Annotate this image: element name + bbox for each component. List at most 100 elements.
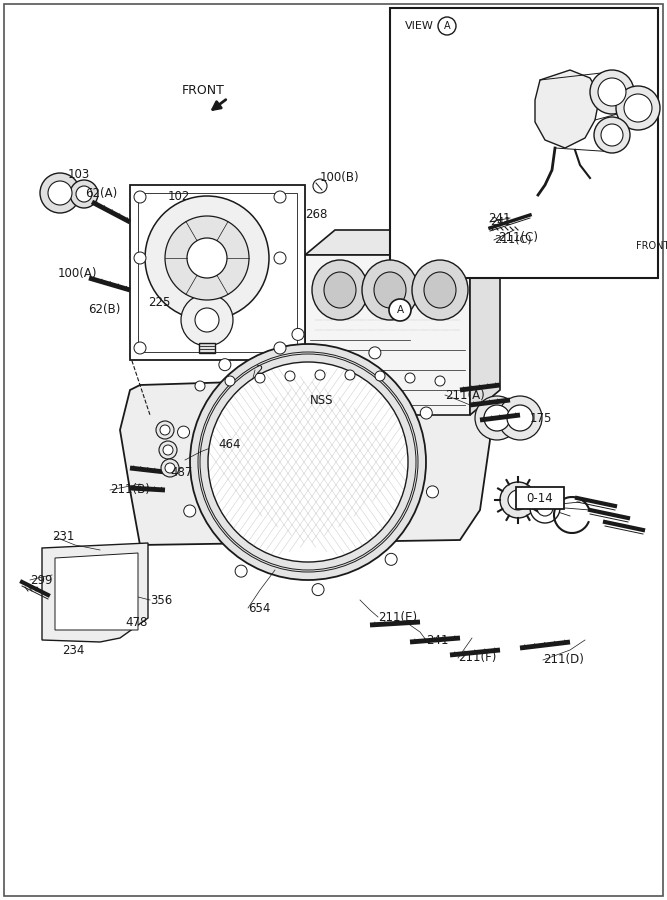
Circle shape — [165, 463, 175, 473]
Bar — [130, 185, 305, 360]
Circle shape — [507, 405, 533, 431]
Circle shape — [225, 376, 235, 386]
Circle shape — [195, 381, 205, 391]
Text: 2: 2 — [255, 364, 263, 376]
Text: 211(C): 211(C) — [498, 231, 538, 245]
Circle shape — [500, 482, 536, 518]
Circle shape — [594, 117, 630, 153]
Circle shape — [76, 186, 92, 202]
Text: 62(B): 62(B) — [88, 303, 120, 317]
Circle shape — [537, 500, 553, 516]
Circle shape — [385, 554, 397, 565]
Text: 241: 241 — [488, 212, 510, 224]
Circle shape — [183, 505, 195, 517]
Circle shape — [219, 359, 231, 371]
Circle shape — [389, 299, 411, 321]
Ellipse shape — [424, 272, 456, 308]
Circle shape — [145, 196, 269, 320]
Circle shape — [285, 371, 295, 381]
Text: 211(E): 211(E) — [378, 610, 417, 624]
Ellipse shape — [362, 260, 418, 320]
Circle shape — [70, 180, 98, 208]
Text: 268: 268 — [305, 209, 327, 221]
Text: 487: 487 — [170, 466, 192, 480]
Circle shape — [160, 425, 170, 435]
Circle shape — [195, 308, 219, 332]
Circle shape — [134, 342, 146, 354]
Text: NSS: NSS — [310, 393, 334, 407]
Circle shape — [134, 252, 146, 264]
Text: 241: 241 — [490, 217, 511, 227]
Text: 211(A): 211(A) — [445, 389, 485, 401]
Text: 100(A): 100(A) — [58, 266, 97, 280]
Ellipse shape — [374, 272, 406, 308]
Circle shape — [405, 373, 415, 383]
Text: 211(F): 211(F) — [458, 652, 496, 664]
Polygon shape — [535, 70, 600, 148]
Circle shape — [475, 396, 519, 440]
Text: 654: 654 — [248, 601, 270, 615]
Circle shape — [590, 70, 634, 114]
Circle shape — [438, 17, 456, 35]
Text: A: A — [444, 21, 450, 31]
Polygon shape — [470, 230, 500, 415]
Polygon shape — [305, 230, 500, 255]
Polygon shape — [42, 543, 148, 642]
Text: 103: 103 — [68, 168, 90, 182]
Bar — [138, 193, 297, 352]
Text: 211(D): 211(D) — [543, 653, 584, 667]
Circle shape — [369, 346, 381, 359]
Circle shape — [187, 238, 227, 278]
Circle shape — [274, 252, 286, 264]
Text: FRONT: FRONT — [182, 85, 225, 97]
Text: 225: 225 — [148, 295, 170, 309]
Circle shape — [530, 493, 560, 523]
Text: 299: 299 — [30, 573, 53, 587]
Circle shape — [313, 179, 327, 193]
Text: 231: 231 — [52, 530, 75, 544]
Circle shape — [159, 441, 177, 459]
Circle shape — [134, 191, 146, 203]
Circle shape — [315, 370, 325, 380]
Polygon shape — [55, 553, 138, 630]
Circle shape — [190, 344, 426, 580]
Circle shape — [161, 459, 179, 477]
Circle shape — [484, 405, 510, 431]
Text: A: A — [396, 305, 404, 315]
Circle shape — [601, 124, 623, 146]
Circle shape — [235, 565, 247, 577]
Text: 478: 478 — [125, 616, 147, 629]
Circle shape — [274, 342, 286, 354]
Text: 211(C): 211(C) — [494, 235, 532, 245]
Circle shape — [40, 173, 80, 213]
Circle shape — [426, 486, 438, 498]
Circle shape — [624, 94, 652, 122]
Circle shape — [312, 583, 324, 596]
Text: 175: 175 — [530, 411, 552, 425]
Ellipse shape — [324, 272, 356, 308]
Circle shape — [156, 421, 174, 439]
Text: 464: 464 — [218, 438, 241, 452]
Circle shape — [598, 78, 626, 106]
Circle shape — [292, 328, 304, 340]
Circle shape — [616, 86, 660, 130]
Text: 0-14: 0-14 — [527, 491, 554, 505]
Circle shape — [255, 373, 265, 383]
Circle shape — [435, 376, 445, 386]
Circle shape — [508, 490, 528, 510]
Circle shape — [375, 371, 385, 381]
Ellipse shape — [312, 260, 368, 320]
Circle shape — [48, 181, 72, 205]
Circle shape — [163, 445, 173, 455]
Text: 211(B): 211(B) — [110, 483, 150, 497]
Circle shape — [165, 216, 249, 300]
Circle shape — [177, 426, 189, 438]
Bar — [390, 8, 658, 278]
Circle shape — [345, 370, 355, 380]
Text: 62(A): 62(A) — [85, 186, 117, 200]
Circle shape — [274, 191, 286, 203]
Text: 100(B): 100(B) — [320, 172, 360, 184]
Circle shape — [420, 407, 432, 419]
Text: 356: 356 — [150, 593, 172, 607]
Text: VIEW: VIEW — [405, 21, 434, 31]
